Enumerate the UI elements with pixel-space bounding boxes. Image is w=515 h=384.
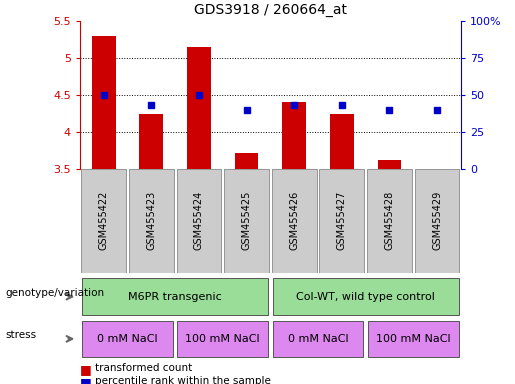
- FancyBboxPatch shape: [129, 169, 174, 273]
- Text: GSM455425: GSM455425: [242, 191, 251, 250]
- FancyBboxPatch shape: [82, 321, 173, 357]
- FancyBboxPatch shape: [319, 169, 364, 273]
- Text: 100 mM NaCl: 100 mM NaCl: [376, 334, 451, 344]
- FancyBboxPatch shape: [177, 169, 221, 273]
- FancyBboxPatch shape: [415, 169, 459, 273]
- Text: GSM455423: GSM455423: [146, 191, 156, 250]
- FancyBboxPatch shape: [272, 169, 317, 273]
- Text: GSM455422: GSM455422: [99, 191, 109, 250]
- Text: GSM455427: GSM455427: [337, 191, 347, 250]
- Text: percentile rank within the sample: percentile rank within the sample: [95, 376, 271, 384]
- Text: Col-WT, wild type control: Col-WT, wild type control: [296, 291, 435, 302]
- Text: genotype/variation: genotype/variation: [5, 288, 104, 298]
- FancyBboxPatch shape: [368, 321, 458, 357]
- FancyBboxPatch shape: [224, 169, 269, 273]
- Text: 0 mM NaCl: 0 mM NaCl: [288, 334, 348, 344]
- Text: GSM455429: GSM455429: [432, 191, 442, 250]
- Bar: [92, 36, 115, 169]
- FancyBboxPatch shape: [178, 321, 268, 357]
- Bar: [140, 114, 163, 169]
- Text: GSM455428: GSM455428: [385, 191, 394, 250]
- Text: transformed count: transformed count: [95, 363, 193, 373]
- Text: 100 mM NaCl: 100 mM NaCl: [185, 334, 260, 344]
- Title: GDS3918 / 260664_at: GDS3918 / 260664_at: [194, 3, 347, 17]
- Text: GSM455426: GSM455426: [289, 191, 299, 250]
- Bar: [187, 47, 211, 169]
- Bar: [330, 114, 354, 169]
- FancyBboxPatch shape: [273, 278, 458, 315]
- Text: ■: ■: [80, 363, 92, 376]
- FancyBboxPatch shape: [273, 321, 363, 357]
- Text: 0 mM NaCl: 0 mM NaCl: [97, 334, 158, 344]
- FancyBboxPatch shape: [367, 169, 412, 273]
- Bar: [282, 103, 306, 169]
- Bar: [235, 153, 259, 169]
- FancyBboxPatch shape: [81, 169, 126, 273]
- Text: GSM455424: GSM455424: [194, 191, 204, 250]
- FancyBboxPatch shape: [82, 278, 268, 315]
- Text: M6PR transgenic: M6PR transgenic: [128, 291, 222, 302]
- Bar: [377, 160, 401, 169]
- Text: ■: ■: [80, 376, 92, 384]
- Text: stress: stress: [5, 330, 36, 340]
